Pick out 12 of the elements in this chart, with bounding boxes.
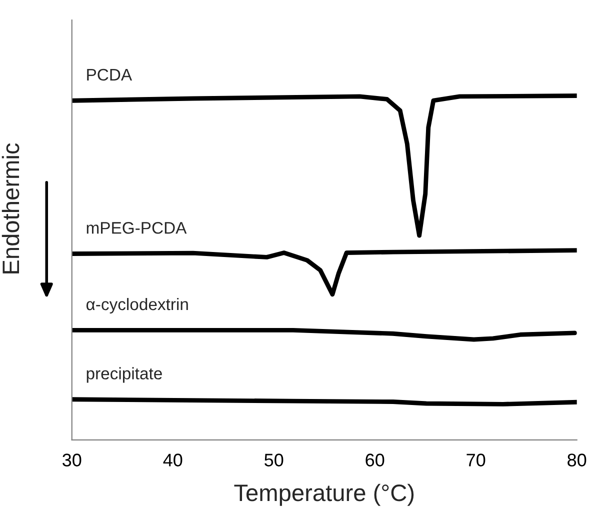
series-label: α-cyclodextrin [86,298,188,314]
x-tick-label: 70 [466,454,486,466]
series-label: mPEG-PCDA [86,222,187,234]
x-tick-label: 60 [366,454,384,466]
x-tick-label: 40 [163,454,182,466]
y-axis-title: Endothermic [2,143,20,274]
x-tick-label: 50 [264,454,284,466]
series-label: PCDA [87,68,132,81]
x-tick-label: 80 [568,454,586,466]
x-tick-label: 30 [62,454,82,466]
series-label: precipitate [86,367,162,383]
x-axis-title: Temperature (°C) [234,484,414,506]
